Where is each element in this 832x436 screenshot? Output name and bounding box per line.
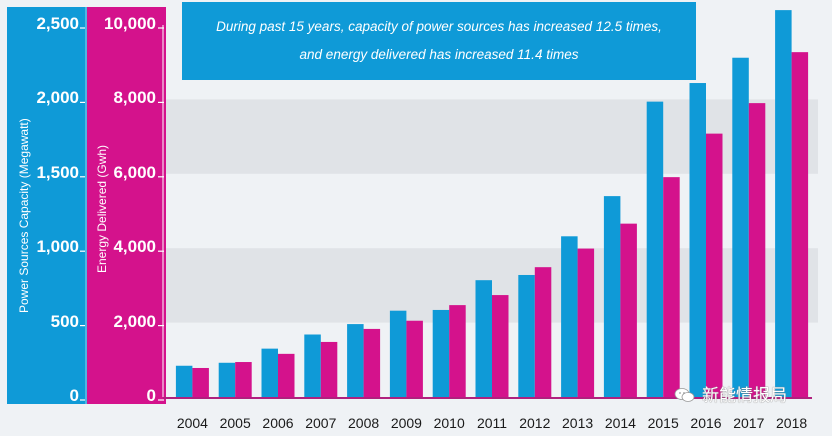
left-tick-label: 1,000 xyxy=(36,237,79,257)
right-tick-label: 10,000 xyxy=(104,14,156,33)
right-tick-label: 0 xyxy=(146,386,156,405)
bar-energy-2014 xyxy=(620,223,637,397)
bar-energy-2011 xyxy=(492,295,509,397)
bar-capacity-2012 xyxy=(518,274,535,397)
x-tick-label: 2018 xyxy=(776,415,807,431)
bar-capacity-2010 xyxy=(432,309,450,397)
bar-energy-2018 xyxy=(791,52,809,397)
left-tick-label: 2,000 xyxy=(36,88,79,108)
bar-capacity-2013 xyxy=(561,236,578,397)
right-tick-label: 4,000 xyxy=(113,237,156,257)
bar-energy-2008 xyxy=(363,328,381,397)
bar-energy-2009 xyxy=(406,320,423,397)
bar-energy-2006 xyxy=(278,353,295,397)
left-tick-label: 500 xyxy=(50,311,79,331)
x-tick-label: 2016 xyxy=(690,415,721,431)
x-tick-label: 2012 xyxy=(519,415,550,431)
left-tick-label: 2,500 xyxy=(36,14,79,33)
right-axis-panel: Energy Delivered (Gwh) xyxy=(87,7,166,404)
left-tick-label: 0 xyxy=(69,386,79,405)
bar-capacity-2004 xyxy=(175,365,193,397)
left-tick-label: 1,500 xyxy=(36,162,79,182)
bar-capacity-2014 xyxy=(603,196,621,397)
x-tick-label: 2010 xyxy=(434,415,465,431)
watermark: 新能情报局 xyxy=(674,381,787,406)
bar-energy-2016 xyxy=(706,133,723,397)
right-tick-label: 8,000 xyxy=(113,88,156,108)
right-tick-label: 2,000 xyxy=(113,311,156,331)
bar-energy-2010 xyxy=(449,305,466,397)
x-tick-label: 2007 xyxy=(305,415,336,431)
bar-energy-2007 xyxy=(320,341,338,397)
annotation-line-2: and energy delivered has increased 11.4 … xyxy=(299,47,579,62)
bar-energy-2005 xyxy=(235,362,252,397)
x-tick-label: 2017 xyxy=(733,415,764,431)
x-tick-label: 2005 xyxy=(220,415,251,431)
x-tick-label: 2006 xyxy=(262,415,293,431)
x-tick-label: 2013 xyxy=(562,415,593,431)
x-tick-label: 2014 xyxy=(605,415,636,431)
bar-capacity-2018 xyxy=(775,10,792,398)
wechat-icon xyxy=(674,388,695,402)
x-tick-label: 2015 xyxy=(648,415,679,431)
chart-annotation: During past 15 years, capacity of power … xyxy=(182,2,696,80)
x-tick-label: 2009 xyxy=(391,415,422,431)
bar-capacity-2016 xyxy=(689,83,706,398)
x-tick-label: 2011 xyxy=(477,415,507,431)
left-axis-panel: Power Sources Capacity (Megawatt) xyxy=(7,7,87,404)
bar-capacity-2008 xyxy=(347,324,364,397)
bar-capacity-2007 xyxy=(304,334,321,397)
bar-capacity-2009 xyxy=(389,310,407,397)
bar-energy-2012 xyxy=(534,267,552,397)
bar-capacity-2006 xyxy=(261,348,278,397)
bar-capacity-2011 xyxy=(475,280,492,397)
watermark-text: 新能情报局 xyxy=(702,386,787,405)
bar-capacity-2015 xyxy=(646,101,664,397)
right-tick-label: 6,000 xyxy=(113,162,156,182)
bar-capacity-2017 xyxy=(732,57,749,398)
bar-energy-2013 xyxy=(577,248,595,397)
x-tick-label: 2008 xyxy=(348,415,379,431)
x-tick-label: 2004 xyxy=(177,415,208,431)
annotation-line-1: During past 15 years, capacity of power … xyxy=(216,19,662,34)
bar-energy-2004 xyxy=(192,367,209,397)
bar-energy-2015 xyxy=(663,177,680,397)
bar-energy-2017 xyxy=(748,103,766,398)
bar-capacity-2005 xyxy=(218,362,236,397)
